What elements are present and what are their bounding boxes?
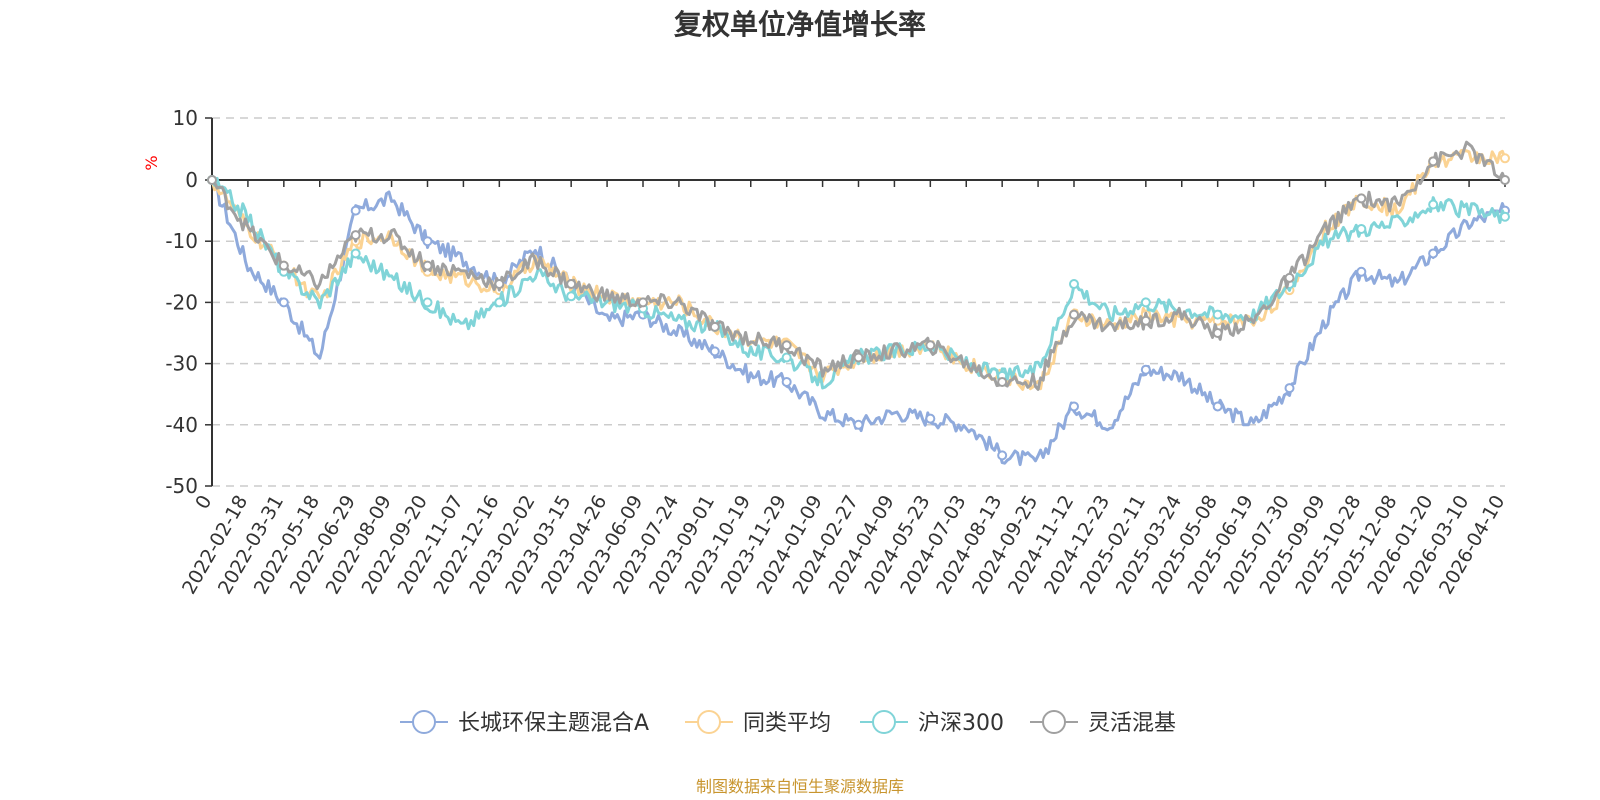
data-point [1212,328,1223,338]
series-line [210,176,1507,390]
grid-lines [212,117,1505,487]
data-point [781,352,792,363]
legend-marker [1042,710,1066,734]
legend-label: 长城环保主题混合A [458,711,649,736]
y-tick-label: -30 [165,352,198,376]
data-point [1500,153,1510,164]
data-point [1069,279,1079,290]
x-tick-label: 0 [191,492,216,513]
y-tick-label: 10 [173,106,198,130]
data-point [1212,309,1223,320]
legend-marker [697,710,721,734]
data-point [1356,223,1367,234]
data-point [207,175,217,185]
data-point [1356,193,1367,204]
data-point [566,291,577,302]
data-point [566,279,577,290]
data-point [781,376,792,387]
legend-marker [872,710,896,734]
legend-item[interactable]: 长城环保主题混合A [400,710,649,736]
data-point [494,279,505,290]
y-tick-label: -20 [165,290,198,314]
data-point [278,297,289,308]
data-point [422,297,433,308]
data-point [350,205,361,216]
y-tick-label: -10 [165,229,198,253]
legend: 长城环保主题混合A 同类平均 沪深300 灵活混基 [400,710,1176,736]
data-point [278,260,289,271]
data-point [350,248,361,259]
data-point [997,450,1008,461]
data-point [1140,315,1151,326]
legend-label: 灵活混基 [1088,711,1176,736]
legend-item[interactable]: 灵活混基 [1030,710,1176,736]
legend-item[interactable]: 同类平均 [685,710,831,736]
data-point [638,297,648,308]
series-lines [207,140,1510,467]
data-point [1284,383,1295,394]
data-point [1212,401,1223,412]
data-point [494,297,505,308]
data-point [1140,297,1151,308]
data-point [422,236,433,247]
y-tick-label: 0 [185,168,198,192]
legend-label: 沪深300 [918,711,1004,736]
legend-item[interactable]: 沪深300 [860,710,1004,736]
data-point [1069,309,1079,320]
data-point [853,419,864,430]
data-point [422,260,433,271]
data-point [709,346,720,357]
data-point [1428,248,1439,259]
data-point [1500,175,1510,185]
data-point [1428,199,1439,210]
data-point [1428,156,1439,167]
data-point [925,413,936,424]
legend-marker [412,710,436,734]
data-point [781,340,792,351]
data-point [1500,211,1510,222]
data-point [853,352,864,363]
data-point [1140,364,1151,375]
chart-title: 复权单位净值增长率 [674,8,926,41]
data-point [1069,401,1079,412]
data-point [1284,272,1295,283]
x-axis-ticks: 02022-02-182022-03-312022-05-182022-06-2… [178,180,1509,598]
data-point [997,376,1008,387]
data-point [350,230,361,241]
source-note: 制图数据来自恒生聚源数据库 [696,777,904,796]
y-axis-ticks: 10 0 -10 -20 -30 -40 -50 [165,106,212,498]
data-point [709,321,720,332]
legend-label: 同类平均 [743,711,831,736]
y-tick-label: -40 [165,413,198,437]
y-tick-label: -50 [165,474,198,498]
data-point [925,340,936,351]
data-point [1356,266,1367,277]
y-axis-unit: % [142,155,161,170]
